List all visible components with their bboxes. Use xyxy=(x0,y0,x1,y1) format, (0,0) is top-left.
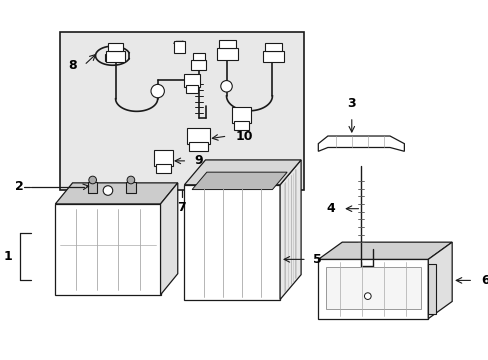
Circle shape xyxy=(364,293,370,300)
Circle shape xyxy=(221,81,232,92)
Bar xyxy=(217,48,238,59)
Bar xyxy=(191,60,206,70)
Bar xyxy=(318,259,427,319)
Bar xyxy=(174,41,185,53)
Text: 2: 2 xyxy=(15,180,24,193)
Bar xyxy=(105,54,120,62)
Text: 8: 8 xyxy=(69,59,77,72)
Bar xyxy=(55,204,160,295)
Polygon shape xyxy=(55,183,178,204)
Text: 3: 3 xyxy=(347,97,355,110)
Text: 6: 6 xyxy=(480,274,488,287)
Bar xyxy=(186,85,198,93)
Text: 7: 7 xyxy=(177,201,185,214)
Polygon shape xyxy=(427,264,435,314)
Polygon shape xyxy=(192,172,286,190)
Polygon shape xyxy=(184,160,301,185)
Text: 5: 5 xyxy=(312,253,321,266)
Bar xyxy=(193,53,204,60)
Bar xyxy=(126,182,135,193)
Bar xyxy=(263,51,284,62)
Polygon shape xyxy=(318,242,451,259)
Circle shape xyxy=(151,84,164,98)
Bar xyxy=(184,185,280,300)
Polygon shape xyxy=(318,136,404,151)
Text: 10: 10 xyxy=(235,130,252,143)
Bar xyxy=(60,32,304,190)
Polygon shape xyxy=(280,160,301,300)
Bar xyxy=(234,121,249,130)
Circle shape xyxy=(127,176,135,184)
Polygon shape xyxy=(427,242,451,319)
Text: 4: 4 xyxy=(326,202,335,215)
Bar xyxy=(108,43,123,51)
Bar xyxy=(156,164,171,173)
Bar xyxy=(88,182,97,193)
Polygon shape xyxy=(160,183,178,295)
Bar xyxy=(154,150,173,166)
Text: 1: 1 xyxy=(3,250,12,263)
Bar xyxy=(187,129,210,144)
Bar xyxy=(325,267,420,309)
Bar xyxy=(264,43,282,51)
Bar xyxy=(232,107,251,123)
Bar xyxy=(219,40,236,48)
Circle shape xyxy=(89,176,96,184)
Bar xyxy=(106,51,125,62)
Bar xyxy=(184,74,199,87)
Circle shape xyxy=(103,186,113,195)
Text: 9: 9 xyxy=(194,154,202,167)
Bar xyxy=(189,142,208,151)
